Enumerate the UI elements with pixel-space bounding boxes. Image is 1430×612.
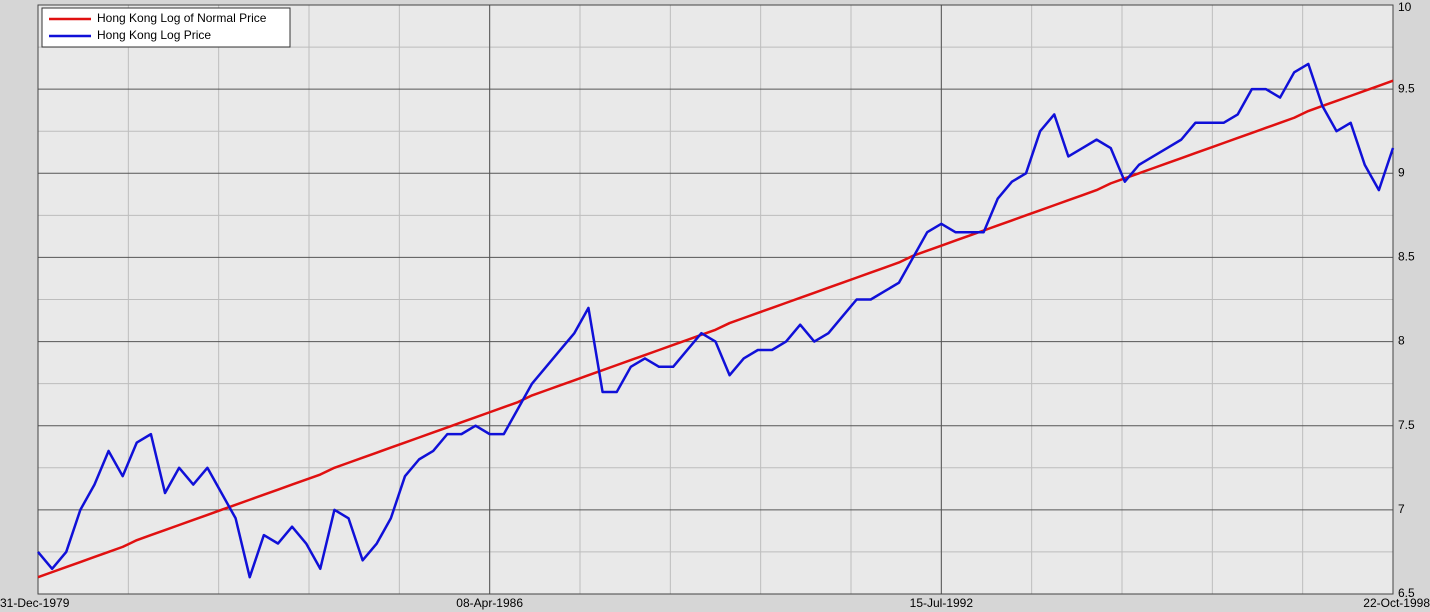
y-tick-label: 8 — [1398, 334, 1405, 348]
plot-frame — [37, 4, 1394, 595]
y-tick-label: 10 — [1398, 0, 1412, 14]
y-tick-label: 9 — [1398, 165, 1405, 179]
y-tick-label: 8.5 — [1398, 250, 1415, 264]
x-tick-label: 22-Oct-1998 — [1363, 596, 1430, 610]
x-tick-label: 15-Jul-1992 — [910, 596, 974, 610]
x-tick-label: 08-Apr-1986 — [456, 596, 523, 610]
series-line — [37, 62, 1395, 579]
x-tick-label: 31-Dec-1979 — [0, 596, 70, 610]
legend-box — [41, 7, 291, 48]
y-tick-label: 7 — [1398, 502, 1405, 516]
y-tick-label: 7.5 — [1398, 418, 1415, 432]
legend: Hong Kong Log of Normal Price Hong Kong L… — [41, 7, 291, 48]
y-tick-label: 6.5 — [1398, 586, 1415, 600]
series-line — [37, 79, 1394, 579]
y-tick-label: 9.5 — [1398, 81, 1415, 95]
legend-label: Hong Kong Log of Normal Price — [97, 11, 267, 25]
legend-label: Hong Kong Log Price — [97, 28, 211, 42]
